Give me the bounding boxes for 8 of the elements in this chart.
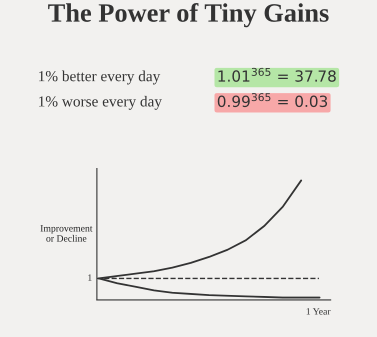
- text: 1.01$^{365}$ = 37.78: [218, 68, 336, 82]
- text: 1 Year: [306, 308, 331, 315]
- chart-title: The Power of Tiny Gains: [48, 3, 329, 28]
- text: 1% better every day: [39, 70, 160, 84]
- y-axis-title: Improvement or Decline: [40, 225, 92, 242]
- text: 0.99$^{365}$ = 0.03: [218, 93, 328, 108]
- text: 1% worse every day: [39, 96, 162, 110]
- text: 1: [88, 274, 92, 281]
